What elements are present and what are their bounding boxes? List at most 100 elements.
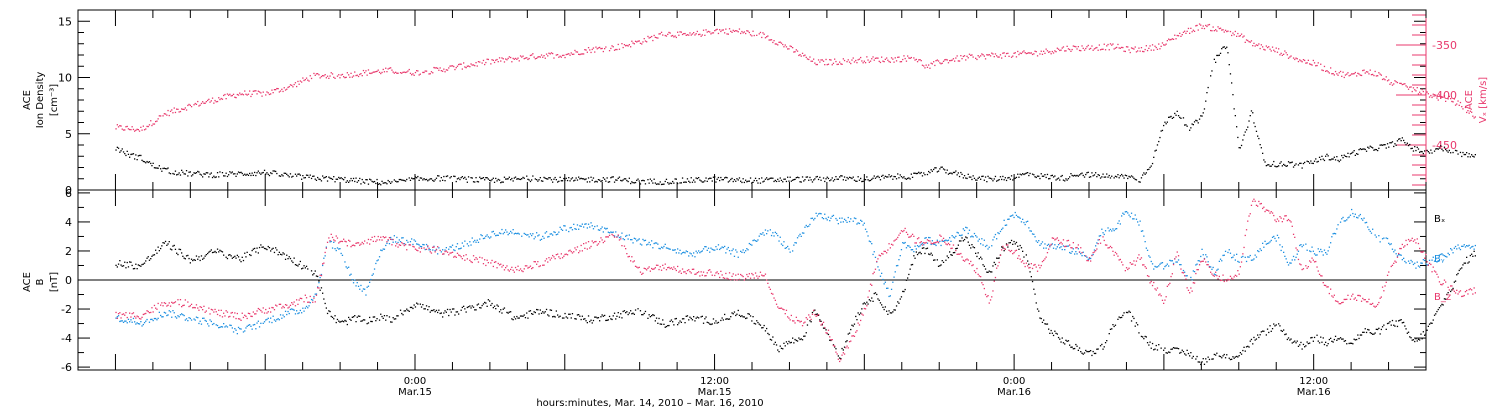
by-point xyxy=(533,238,535,240)
velocity-point xyxy=(1327,71,1329,73)
density-point xyxy=(455,180,457,183)
velocity-point xyxy=(375,71,377,73)
velocity-point xyxy=(442,70,444,72)
velocity-point xyxy=(1400,82,1402,85)
bx-point xyxy=(704,318,706,320)
bz-point xyxy=(680,272,682,274)
bx-point xyxy=(1398,320,1400,322)
bx-point xyxy=(278,251,280,253)
velocity-point xyxy=(411,74,413,76)
velocity-point xyxy=(1091,45,1093,47)
density-point xyxy=(564,179,566,181)
velocity-point xyxy=(117,126,120,128)
density-point xyxy=(711,180,713,182)
velocity-point xyxy=(817,59,820,61)
by-point xyxy=(809,223,811,226)
density-point xyxy=(138,154,141,157)
velocity-point xyxy=(1129,51,1131,54)
velocity-point xyxy=(288,86,290,88)
velocity-point xyxy=(152,123,154,125)
bx-point xyxy=(894,309,896,311)
bx-point xyxy=(1257,334,1259,336)
bx-point xyxy=(587,315,590,317)
bx-point xyxy=(1356,338,1358,341)
bx-point xyxy=(966,237,968,239)
velocity-point xyxy=(510,56,512,59)
bx-point xyxy=(589,320,591,323)
density-point xyxy=(1191,123,1193,125)
by-point xyxy=(877,266,879,268)
bx-point xyxy=(806,324,809,326)
density-point xyxy=(868,180,870,182)
by-point xyxy=(1244,256,1246,258)
density-point xyxy=(1072,175,1074,177)
bx-point xyxy=(427,309,429,311)
bx-point xyxy=(1007,246,1009,248)
bx-point xyxy=(867,303,869,305)
velocity-point xyxy=(910,56,912,59)
density-point xyxy=(586,181,588,183)
velocity-point xyxy=(148,124,151,126)
by-point xyxy=(1102,232,1104,234)
bx-point xyxy=(1290,338,1292,340)
velocity-point xyxy=(1179,32,1181,34)
bz-point xyxy=(416,249,418,251)
bx-point xyxy=(1149,341,1151,343)
density-point xyxy=(141,159,143,161)
bx-point xyxy=(409,306,412,309)
by-point xyxy=(1196,263,1198,265)
by-point xyxy=(276,318,278,321)
bx-point xyxy=(512,319,514,321)
by-point xyxy=(1133,218,1135,220)
bx-point xyxy=(380,313,382,315)
density-point xyxy=(1386,143,1389,145)
bx-point xyxy=(341,320,344,322)
density-point xyxy=(1233,108,1235,110)
bx-point xyxy=(216,248,219,250)
velocity-point xyxy=(981,53,983,55)
bx-point xyxy=(401,312,403,315)
density-point xyxy=(1121,173,1123,176)
by-point xyxy=(403,243,405,245)
bx-point xyxy=(1326,345,1328,347)
bz-point xyxy=(584,247,586,249)
bx-point xyxy=(1404,325,1406,327)
velocity-point xyxy=(1333,74,1335,76)
bz-point xyxy=(644,268,647,270)
density-point xyxy=(1242,139,1244,141)
by-point xyxy=(1451,249,1453,251)
by-point xyxy=(1313,253,1316,255)
bx-point xyxy=(1056,333,1058,335)
velocity-point xyxy=(705,29,707,31)
by-point xyxy=(1383,237,1385,239)
bx-point xyxy=(1081,352,1083,354)
velocity-point xyxy=(1466,111,1468,114)
velocity-point xyxy=(1292,57,1295,59)
bz-point xyxy=(344,240,346,242)
by-point xyxy=(1179,264,1181,266)
velocity-point xyxy=(458,63,460,66)
bx-point xyxy=(167,243,169,245)
bx-point xyxy=(352,316,355,318)
bx-point xyxy=(657,322,659,324)
by-point xyxy=(766,233,768,235)
by-point xyxy=(271,321,273,324)
by-point xyxy=(512,229,514,231)
velocity-point xyxy=(674,35,676,37)
bz-point xyxy=(684,271,686,273)
by-point xyxy=(983,239,985,241)
velocity-point xyxy=(988,54,990,56)
velocity-point xyxy=(899,61,901,63)
by-point xyxy=(1374,234,1376,236)
by-point xyxy=(1379,241,1381,243)
density-point xyxy=(747,180,749,182)
bx-point xyxy=(1391,319,1394,322)
velocity-point xyxy=(954,60,956,62)
by-point xyxy=(736,251,738,253)
by-point xyxy=(1057,244,1060,246)
velocity-point xyxy=(503,61,506,63)
by-point xyxy=(1309,250,1311,252)
bz-point xyxy=(605,236,607,238)
bz-point xyxy=(256,310,258,312)
velocity-point xyxy=(1014,52,1016,54)
